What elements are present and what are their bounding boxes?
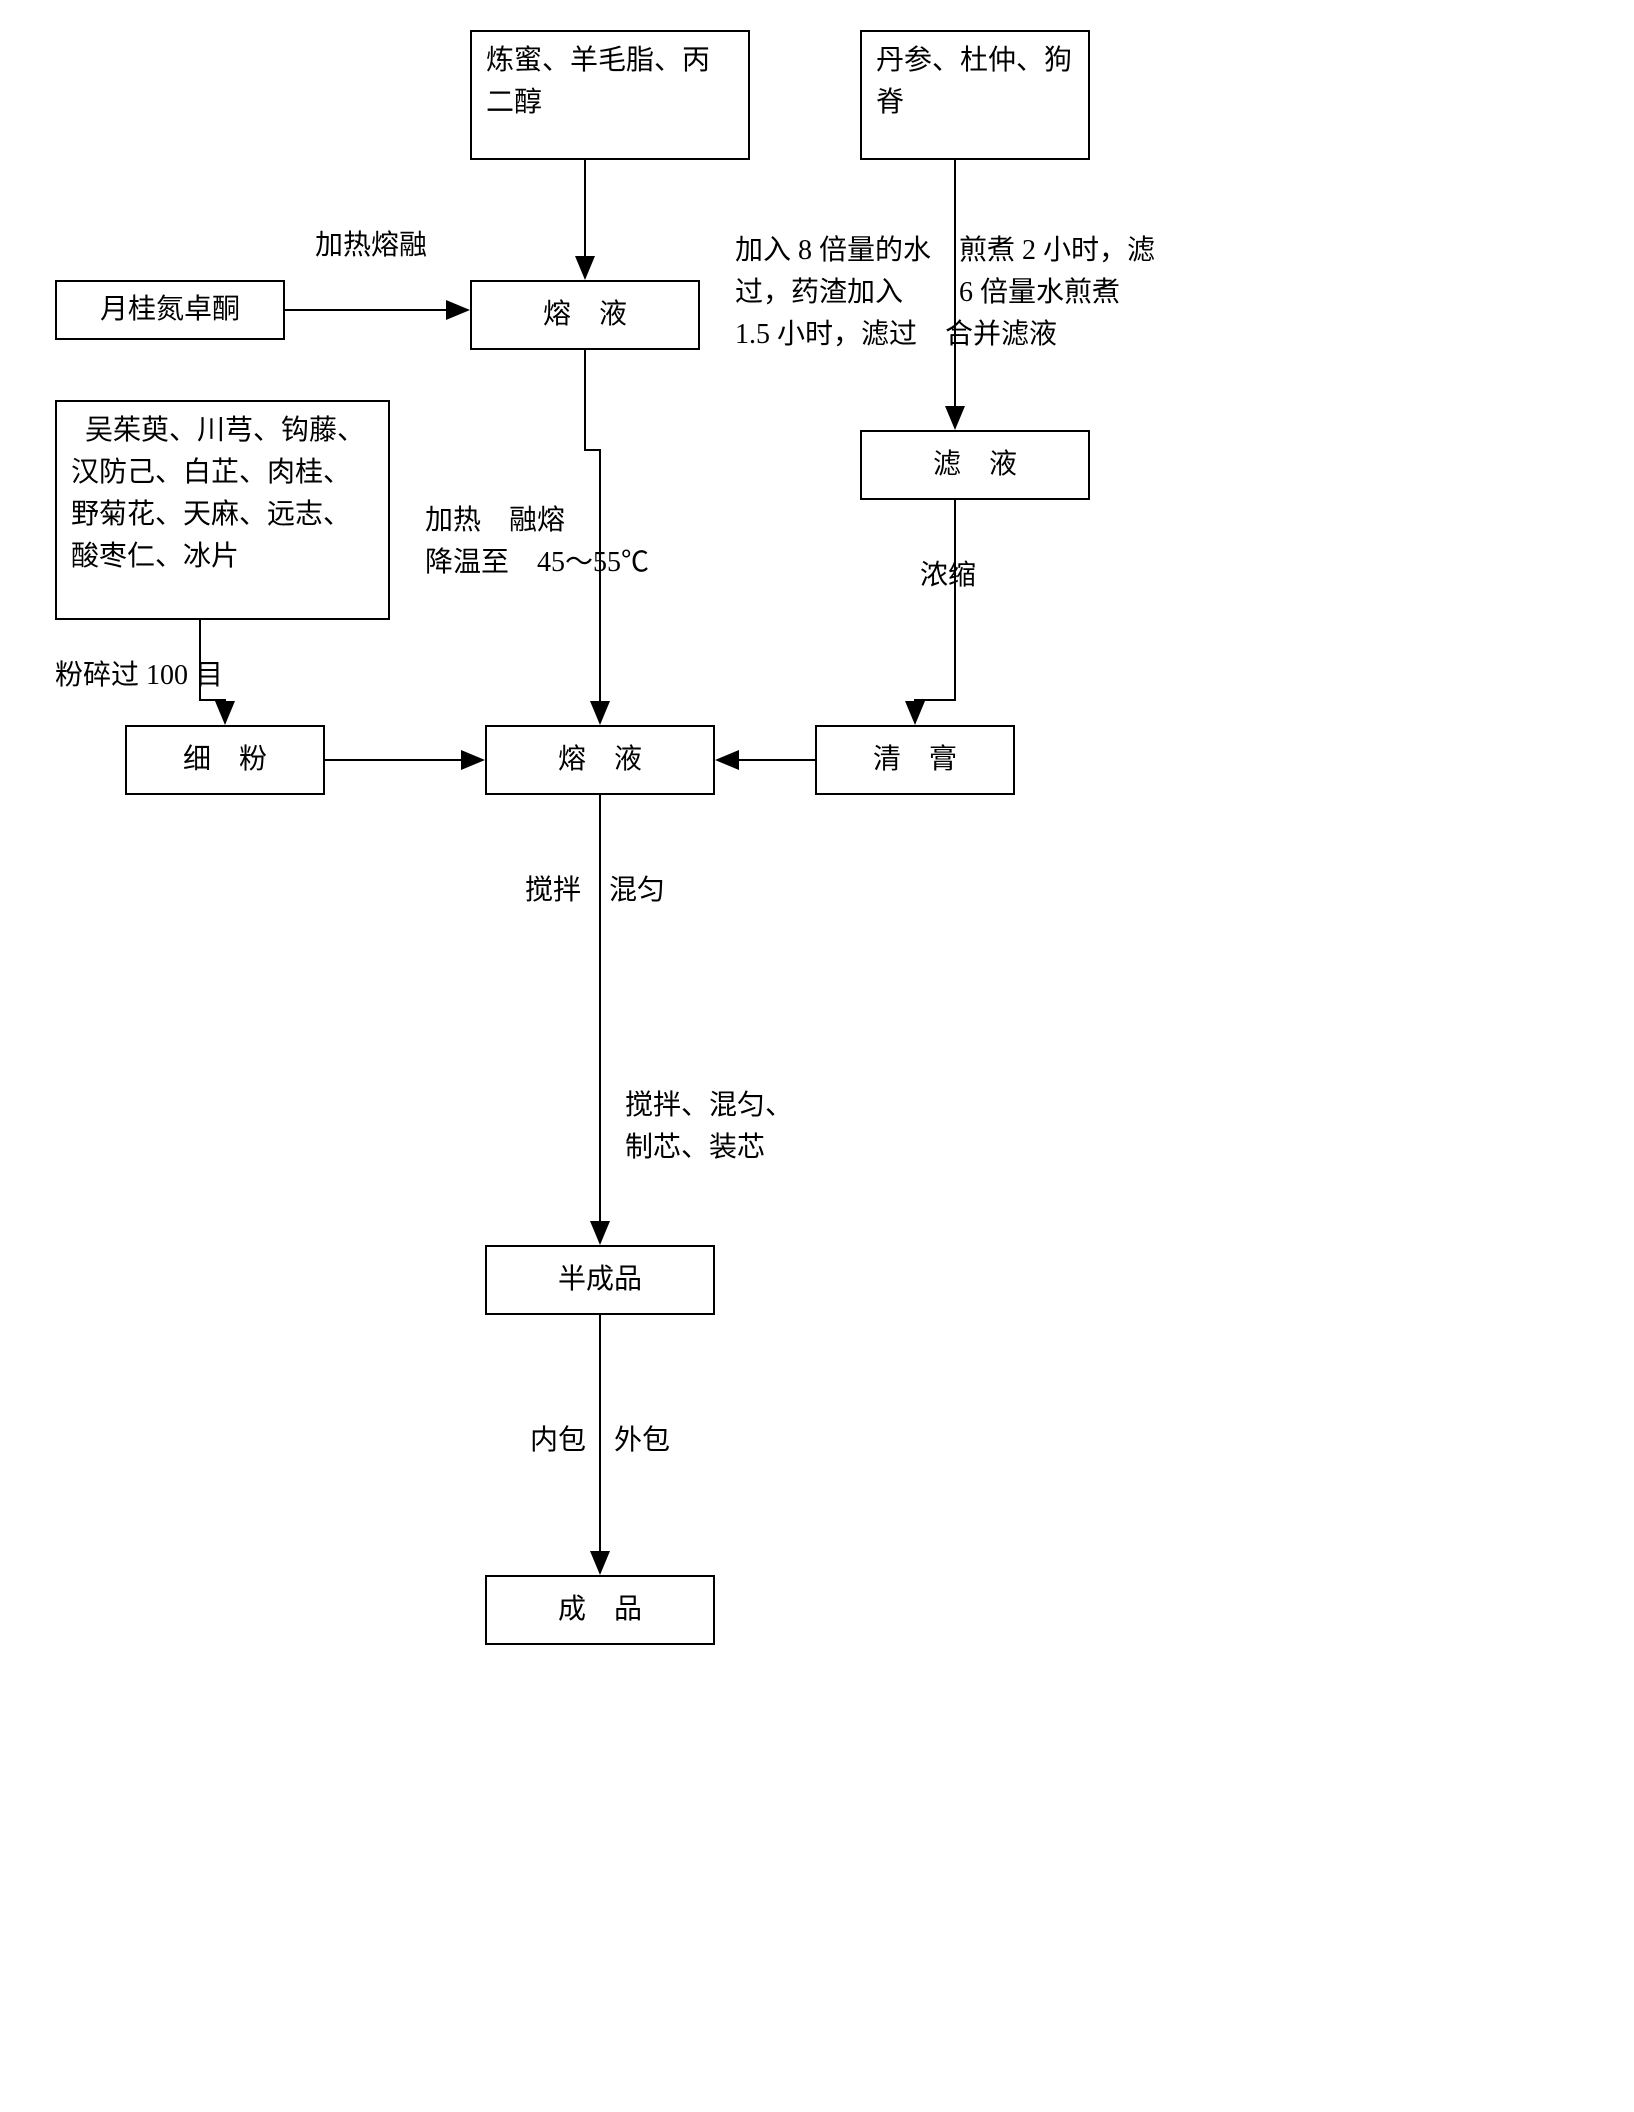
- label-heat-cool: 加热 融熔 降温至 45～55℃: [425, 500, 649, 584]
- node-semi-product: 半成品: [485, 1245, 715, 1315]
- node-melt-2: 熔 液: [485, 725, 715, 795]
- node-laurocapram: 月桂氮卓酮: [55, 280, 285, 340]
- node-fine-powder: 细 粉: [125, 725, 325, 795]
- node-ingredients-honey: 炼蜜、羊毛脂、丙二醇: [470, 30, 750, 160]
- node-filtrate: 滤 液: [860, 430, 1090, 500]
- node-final-product: 成 品: [485, 1575, 715, 1645]
- node-ingredients-danshen: 丹参、杜仲、狗脊: [860, 30, 1090, 160]
- label-stir-mix-1: 搅拌 混匀: [525, 870, 665, 912]
- node-melt-1: 熔 液: [470, 280, 700, 350]
- node-extract: 清 膏: [815, 725, 1015, 795]
- label-heat-melt: 加热熔融: [315, 225, 427, 267]
- label-packaging: 内包 外包: [530, 1420, 670, 1462]
- label-stir-mix-core: 搅拌、混匀、 制芯、装芯: [625, 1085, 793, 1169]
- label-grind-100: 粉碎过 100 目: [55, 655, 223, 697]
- label-water-decoct: 加入 8 倍量的水 煎煮 2 小时，滤 过，药渣加入 6 倍量水煎煮 1.5 小…: [735, 230, 1155, 356]
- node-herbs-list: 吴茱萸、川芎、钩藤、汉防己、白芷、肉桂、野菊花、天麻、远志、酸枣仁、冰片: [55, 400, 390, 620]
- label-concentrate: 浓缩: [920, 555, 976, 597]
